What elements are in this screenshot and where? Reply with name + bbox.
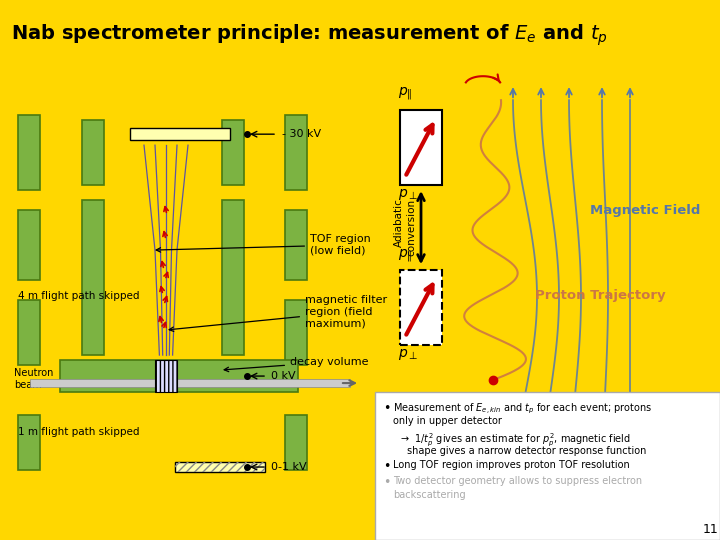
- Text: 0 kV: 0 kV: [271, 371, 296, 381]
- Bar: [18, 415, 40, 470]
- Text: $p_{\|}$: $p_{\|}$: [398, 85, 413, 102]
- Bar: [30, 379, 350, 387]
- Text: •: •: [383, 402, 390, 415]
- Bar: [285, 300, 307, 365]
- Text: TOF region
(low field): TOF region (low field): [156, 234, 371, 256]
- Text: - 30 kV: - 30 kV: [282, 129, 321, 139]
- Bar: [18, 210, 40, 280]
- Text: 4 m flight path skipped: 4 m flight path skipped: [18, 291, 140, 301]
- Text: backscattering: backscattering: [393, 490, 466, 500]
- Text: 1 m flight path skipped: 1 m flight path skipped: [18, 427, 140, 437]
- Text: magnetic filter
region (field
maximum): magnetic filter region (field maximum): [169, 295, 387, 332]
- Text: Nab spectrometer principle: measurement of $E_e$ and $t_p$: Nab spectrometer principle: measurement …: [11, 22, 608, 48]
- Text: •: •: [383, 476, 390, 489]
- Text: Long TOF region improves proton TOF resolution: Long TOF region improves proton TOF reso…: [393, 460, 630, 470]
- Bar: [18, 115, 40, 190]
- Bar: [285, 415, 307, 470]
- Bar: [175, 462, 265, 472]
- Text: $p_{\bot}$: $p_{\bot}$: [398, 347, 418, 362]
- Text: 11: 11: [702, 523, 718, 536]
- Text: Proton Trajectory: Proton Trajectory: [535, 288, 665, 302]
- Bar: [285, 115, 307, 190]
- Text: $p_{\|}$: $p_{\|}$: [398, 247, 413, 264]
- Text: $\rightarrow$ $1/t_p^2$ gives an estimate for $p_p^2$, magnetic field: $\rightarrow$ $1/t_p^2$ gives an estimat…: [399, 432, 631, 449]
- Bar: [155, 360, 177, 392]
- Bar: [400, 270, 442, 345]
- Bar: [400, 110, 442, 185]
- Text: Two detector geometry allows to suppress electron: Two detector geometry allows to suppress…: [393, 476, 642, 486]
- Text: Adiabatic
conversion: Adiabatic conversion: [395, 199, 416, 256]
- Text: shape gives a narrow detector response function: shape gives a narrow detector response f…: [407, 446, 647, 456]
- Bar: [222, 120, 244, 185]
- Text: decay volume: decay volume: [224, 357, 369, 372]
- Text: •: •: [383, 460, 390, 473]
- Text: $p_{\bot}$: $p_{\bot}$: [398, 187, 418, 202]
- Bar: [18, 300, 40, 365]
- Bar: [82, 200, 104, 355]
- Bar: [375, 392, 720, 540]
- Text: only in upper detector: only in upper detector: [393, 416, 502, 426]
- Bar: [82, 120, 104, 185]
- Bar: [130, 128, 230, 140]
- Text: Neutron
beam: Neutron beam: [14, 368, 53, 390]
- Bar: [222, 200, 244, 355]
- Bar: [60, 360, 298, 392]
- Text: Measurement of $E_{e,kin}$ and $t_p$ for each event; protons: Measurement of $E_{e,kin}$ and $t_p$ for…: [393, 402, 652, 416]
- Text: 0-1 kV: 0-1 kV: [271, 462, 307, 472]
- Bar: [285, 210, 307, 280]
- Text: Magnetic Field: Magnetic Field: [590, 204, 701, 217]
- Bar: [175, 462, 265, 472]
